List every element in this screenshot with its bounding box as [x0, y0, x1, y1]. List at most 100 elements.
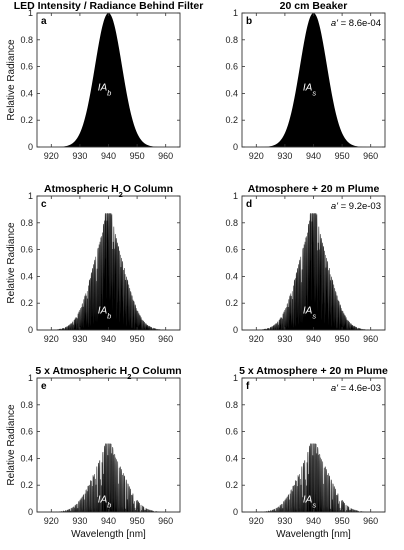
- absorbance-annotation: a' = 8.6e-04: [331, 18, 381, 29]
- panel-title: LED Intensity / Radiance Behind Filter: [14, 0, 204, 12]
- panel-letter: d: [246, 199, 252, 210]
- y-tick-label: 0.8: [20, 35, 33, 45]
- y-tick-label: 0.2: [20, 480, 33, 490]
- x-tick-label: 960: [363, 151, 378, 161]
- integrated-area-label: IAb: [98, 306, 112, 321]
- y-axis-label: Relative Radiance: [6, 404, 17, 486]
- panel-title: Atmosphere + 20 m Plume: [248, 183, 380, 195]
- y-tick-label: 0.6: [20, 62, 33, 72]
- x-tick-label: 930: [72, 151, 87, 161]
- panel-title: Atmospheric H2O Column: [44, 183, 173, 199]
- chart-panel-f: 920 930 940 950 960 0 0.2 0.4 0.6 0.8 15 x Atmosph…: [225, 365, 388, 540]
- y-tick-label: 0.2: [225, 115, 238, 125]
- chart-panel-c: 920 930 940 950 960 0 0.2 0.4 0.6 0.8 1 Atmospheric…: [6, 183, 181, 344]
- chart-panel-e: 920 930 940 950 960 0 0.2 0.4 0.6 0.8 15 x Atmosph…: [6, 365, 182, 540]
- y-tick-label: 0.8: [225, 218, 238, 228]
- panel-title: 5 x Atmosphere + 20 m Plume: [239, 365, 388, 377]
- chart-panel-d: 920 930 940 950 960 0 0.2 0.4 0.6 0.8 1 Atmosphere …: [225, 183, 386, 344]
- x-tick-label: 940: [101, 516, 116, 526]
- x-tick-label: 930: [277, 516, 292, 526]
- integrated-area-label: IAs: [303, 306, 316, 321]
- y-tick-label: 1: [233, 373, 238, 383]
- y-tick-label: 1: [28, 8, 33, 18]
- x-tick-label: 940: [101, 151, 116, 161]
- y-tick-label: 1: [28, 191, 33, 201]
- y-tick-label: 0.4: [20, 453, 33, 463]
- x-axis-label: Wavelength [nm]: [276, 529, 351, 540]
- x-axis-label: Wavelength [nm]: [71, 529, 146, 540]
- panel-letter: c: [41, 199, 47, 210]
- integrated-area-label: IAb: [98, 83, 112, 98]
- y-tick-label: 0.2: [225, 480, 238, 490]
- x-tick-label: 940: [306, 334, 321, 344]
- y-tick-label: 0: [233, 507, 238, 517]
- absorbance-annotation: a' = 9.2e-03: [331, 201, 381, 212]
- chart-panel-b: 920 930 940 950 960 0 0.2 0.4 0.6 0.8 1 20 cm Beake…: [225, 0, 386, 161]
- x-tick-label: 960: [158, 151, 173, 161]
- y-tick-label: 0: [28, 325, 33, 335]
- y-tick-label: 0.4: [225, 88, 238, 98]
- x-tick-label: 920: [249, 516, 264, 526]
- x-tick-label: 960: [158, 334, 173, 344]
- y-tick-label: 0.6: [20, 427, 33, 437]
- x-tick-label: 920: [44, 334, 59, 344]
- absorbance-annotation: a' = 4.6e-03: [331, 383, 381, 394]
- y-tick-label: 1: [28, 373, 33, 383]
- y-axis-label: Relative Radiance: [6, 222, 17, 304]
- integrated-area-label: IAs: [303, 494, 316, 509]
- x-tick-label: 950: [335, 516, 350, 526]
- x-tick-label: 920: [44, 151, 59, 161]
- y-tick-label: 0.4: [225, 453, 238, 463]
- y-tick-label: 0.2: [20, 298, 33, 308]
- y-axis-label: Relative Radiance: [6, 39, 17, 121]
- y-tick-label: 0.2: [20, 115, 33, 125]
- y-tick-label: 0.8: [20, 400, 33, 410]
- x-tick-label: 950: [335, 334, 350, 344]
- panel-letter: f: [246, 381, 250, 392]
- x-tick-label: 940: [306, 151, 321, 161]
- x-tick-label: 940: [306, 516, 321, 526]
- x-tick-label: 930: [72, 334, 87, 344]
- x-tick-label: 920: [249, 334, 264, 344]
- y-tick-label: 0.4: [20, 271, 33, 281]
- y-tick-label: 0: [233, 325, 238, 335]
- x-tick-label: 920: [44, 516, 59, 526]
- panel-title: 5 x Atmospheric H2O Column: [35, 365, 181, 381]
- x-tick-label: 960: [363, 516, 378, 526]
- y-tick-label: 1: [233, 8, 238, 18]
- panel-letter: a: [41, 16, 47, 27]
- spectrum-area: [37, 213, 180, 331]
- x-tick-label: 940: [101, 334, 116, 344]
- y-tick-label: 0.6: [225, 62, 238, 72]
- y-tick-label: 0.4: [225, 271, 238, 281]
- x-tick-label: 930: [72, 516, 87, 526]
- y-tick-label: 0: [28, 507, 33, 517]
- y-tick-label: 0.6: [225, 245, 238, 255]
- spectrum-area: [242, 213, 385, 331]
- integrated-area-label: IAs: [303, 83, 316, 98]
- y-tick-label: 0.6: [225, 427, 238, 437]
- x-tick-label: 960: [363, 334, 378, 344]
- y-tick-label: 1: [233, 191, 238, 201]
- y-tick-label: 0.2: [225, 298, 238, 308]
- x-tick-label: 930: [277, 151, 292, 161]
- y-tick-label: 0: [233, 142, 238, 152]
- integrated-area-label: IAb: [98, 494, 112, 509]
- spectrum-area: [37, 13, 180, 147]
- y-tick-label: 0.8: [225, 400, 238, 410]
- y-tick-label: 0.6: [20, 245, 33, 255]
- x-tick-label: 950: [130, 516, 145, 526]
- x-tick-label: 950: [335, 151, 350, 161]
- y-tick-label: 0.4: [20, 88, 33, 98]
- y-tick-label: 0.8: [225, 35, 238, 45]
- y-tick-label: 0: [28, 142, 33, 152]
- panel-letter: b: [246, 16, 252, 27]
- x-tick-label: 920: [249, 151, 264, 161]
- panel-title: 20 cm Beaker: [280, 0, 348, 12]
- x-tick-label: 930: [277, 334, 292, 344]
- x-tick-label: 960: [158, 516, 173, 526]
- x-tick-label: 950: [130, 334, 145, 344]
- panel-letter: e: [41, 381, 47, 392]
